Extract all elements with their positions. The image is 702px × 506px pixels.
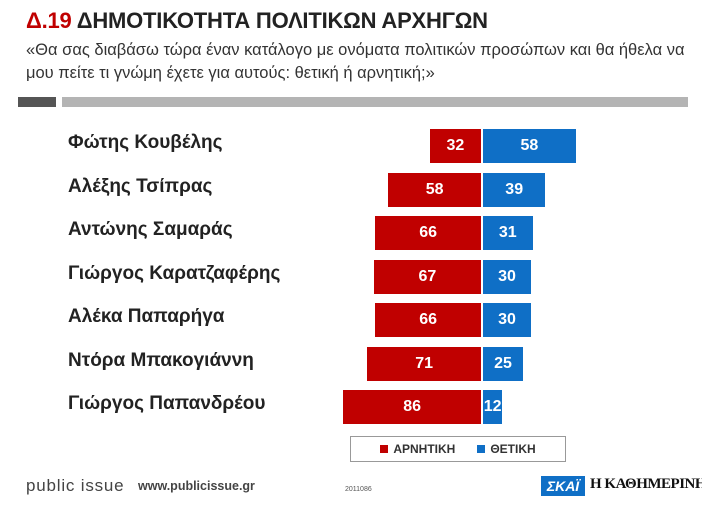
category-label: Γιώργος Καρατζαφέρης <box>68 262 281 284</box>
bar-negative: 67 <box>373 259 481 294</box>
data-label-negative: 67 <box>418 267 437 285</box>
category-label: Αλέκα Παπαρήγα <box>68 306 225 327</box>
data-label-positive: 12 <box>483 398 502 415</box>
legend-item-positive: ΘΕΤΙΚΗ <box>477 442 536 456</box>
category-label: Φώτης Κουβέλης <box>68 132 223 153</box>
data-label-positive: 25 <box>494 354 512 372</box>
category-label: Γιώργος Παπανδρέου <box>68 393 266 414</box>
bar-negative: 71 <box>367 346 481 381</box>
chart-row: Ντόρα Μπακογιάννη 71 25 <box>0 346 702 381</box>
footer-url: www.publicissue.gr <box>138 479 255 493</box>
bar-positive: 31 <box>483 216 533 250</box>
data-label-positive: 30 <box>498 267 516 285</box>
category-label: Αντώνης Σαμαράς <box>68 219 233 240</box>
title-text: ΔΗΜΟΤΙΚΟΤΗΤΑ ΠΟΛΙΤΙΚΩΝ ΑΡΧΗΓΩΝ <box>76 8 488 33</box>
header-rule-light <box>62 97 688 107</box>
category-label: Ντόρα Μπακογιάννη <box>68 349 254 371</box>
data-label-negative: 32 <box>446 137 465 154</box>
chart-row: Αλέκα Παπαρήγα 66 30 <box>0 303 702 337</box>
bar-negative: 32 <box>429 129 481 163</box>
data-label-positive: 39 <box>505 180 524 198</box>
data-label-negative: 58 <box>425 180 444 198</box>
data-label-negative: 71 <box>415 354 434 372</box>
bar-positive: 39 <box>483 172 546 207</box>
chart-row: Αντώνης Σαμαράς 66 31 <box>0 216 702 250</box>
legend-item-negative: ΑΡΝΗΤΙΚΗ <box>380 442 455 456</box>
data-label-positive: 31 <box>498 224 517 241</box>
category-label: Αλέξης Τσίπρας <box>68 175 213 197</box>
footer-brand: public issue <box>26 476 125 495</box>
chart-row: Αλέξης Τσίπρας 58 39 <box>0 172 702 207</box>
data-label-negative: 66 <box>419 224 438 241</box>
title-number: Δ.19 <box>26 8 72 33</box>
chart-legend: ΑΡΝΗΤΙΚΗ ΘΕΤΙΚΗ <box>350 436 566 462</box>
chart-row: Γιώργος Παπανδρέου 86 12 <box>0 390 702 424</box>
bar-negative: 66 <box>375 216 481 250</box>
bar-positive: 30 <box>483 303 531 337</box>
chart-row: Γιώργος Καρατζαφέρης 67 30 <box>0 259 702 294</box>
legend-label-negative: ΑΡΝΗΤΙΚΗ <box>393 442 456 456</box>
data-label-positive: 30 <box>498 311 516 328</box>
bar-positive: 58 <box>483 129 576 163</box>
bar-negative: 58 <box>388 172 481 207</box>
page-title: Δ.19 ΔΗΜΟΤΙΚΟΤΗΤΑ ΠΟΛΙΤΙΚΩΝ ΑΡΧΗΓΩΝ <box>26 8 488 34</box>
header-rule-dark <box>18 97 56 107</box>
data-label-negative: 86 <box>403 398 422 415</box>
legend-swatch-negative <box>380 445 389 453</box>
footer-code: 2011086 <box>345 486 372 493</box>
legend-label-positive: ΘΕΤΙΚΗ <box>490 442 536 456</box>
skai-logo: ΣΚΑΪ <box>541 476 585 496</box>
chart-row: Φώτης Κουβέλης 32 58 <box>0 129 702 163</box>
page-subtitle: «Θα σας διαβάσω τώρα έναν κατάλογο με ον… <box>26 41 685 82</box>
bar-negative: 86 <box>343 390 481 424</box>
kathimerini-logo: Η ΚΑΘΗΜΕΡΙΝΗ <box>590 476 702 492</box>
data-label-negative: 66 <box>419 311 438 328</box>
bar-positive: 25 <box>483 346 523 381</box>
bar-negative: 66 <box>375 303 481 337</box>
bar-positive: 30 <box>483 259 531 294</box>
legend-swatch-positive <box>477 445 486 453</box>
data-label-positive: 58 <box>520 137 539 154</box>
bar-positive: 12 <box>483 390 503 424</box>
